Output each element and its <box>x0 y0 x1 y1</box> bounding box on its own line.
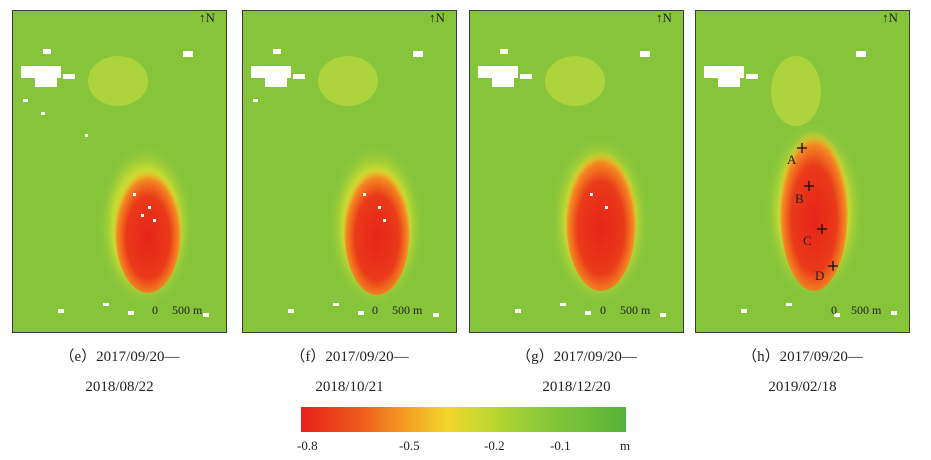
map-image-h <box>704 51 897 317</box>
subsidence-map-g <box>469 10 684 333</box>
north-arrow-g: ↑N <box>656 10 672 25</box>
scale-bar-f: 0 500 m <box>372 303 423 317</box>
map-image-f <box>251 49 439 317</box>
scale-bar-h: 0 500 m <box>831 303 882 317</box>
legend-tick-3: -0.1 <box>550 438 571 453</box>
caption-f: （f）2017/09/20— 2018/10/21 <box>290 349 409 395</box>
subsidence-map-h: A B C D <box>695 10 910 333</box>
legend-tick-2: -0.2 <box>484 438 505 453</box>
caption-h: （h）2017/09/20— 2019/02/18 <box>742 349 863 395</box>
color-scale-bar <box>301 407 626 432</box>
north-arrow-icon: ↑ <box>199 10 206 25</box>
map-image-e <box>21 49 209 317</box>
caption-g: （g）2017/09/20— 2018/12/20 <box>516 349 637 395</box>
north-arrow-e: ↑N <box>199 10 215 25</box>
survey-markers <box>797 143 838 271</box>
map-image-g <box>478 49 666 317</box>
legend-tick-1: -0.5 <box>399 438 420 453</box>
north-arrow-f: ↑N <box>429 10 445 25</box>
point-label-b: B <box>795 191 804 206</box>
scale-bar-g: 0 500 m <box>600 303 651 317</box>
north-arrow-h: ↑N <box>882 10 898 25</box>
north-arrow-icon: ↑ <box>882 10 889 25</box>
subsidence-map-e <box>12 10 227 333</box>
legend-unit: m <box>620 438 631 453</box>
north-arrow-icon: ↑ <box>429 10 436 25</box>
point-label-a: A <box>787 152 797 167</box>
caption-e: （e）2017/09/20— 2018/08/22 <box>59 349 180 395</box>
legend-tick-0: -0.8 <box>297 438 318 453</box>
point-label-c: C <box>803 233 812 248</box>
subsidence-map-f <box>242 10 457 333</box>
scale-bar-e: 0 500 m <box>152 303 203 317</box>
north-arrow-icon: ↑ <box>656 10 663 25</box>
point-label-d: D <box>815 268 825 283</box>
